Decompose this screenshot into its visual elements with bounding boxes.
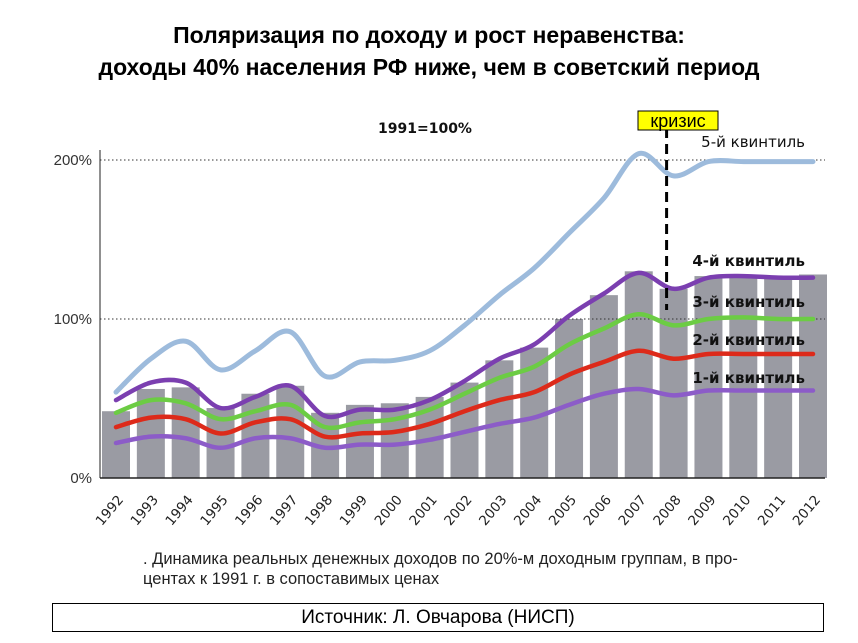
series-label-3: 3-й квинтиль — [692, 293, 805, 311]
x-tick-label: 1998 — [302, 492, 336, 529]
x-tick-label: 2000 — [372, 492, 406, 529]
x-tick-label: 1995 — [197, 492, 231, 529]
bar-1997 — [276, 385, 305, 478]
source-box: Источник: Л. Овчарова (НИСП) — [52, 603, 824, 632]
series-label-1: 1-й квинтиль — [692, 369, 805, 387]
x-tick-label: 1999 — [337, 492, 371, 529]
caption-line1: . Динамика реальных денежных доходов по … — [143, 550, 738, 568]
x-tick-label: 2005 — [546, 492, 580, 529]
crisis-label-box — [637, 110, 719, 131]
series-line-4 — [113, 270, 816, 420]
bar-2008 — [659, 288, 688, 478]
y-tick-label: 0% — [70, 470, 92, 487]
x-tick-label: 1993 — [128, 492, 162, 529]
x-tick-label: 2012 — [790, 492, 824, 529]
chart-subtitle: 1991=100% — [378, 121, 472, 137]
series-line-3 — [113, 311, 816, 431]
bar-2010 — [729, 276, 758, 478]
bar-2007 — [624, 271, 653, 478]
x-tick-label: 2011 — [755, 492, 789, 529]
series-line-2 — [113, 348, 816, 440]
x-tick-label: 2003 — [476, 492, 510, 529]
y-tick-label: 100% — [54, 311, 92, 328]
x-tick-label: 2004 — [511, 492, 545, 529]
caption-line2: центах к 1991 г. в сопоставимых ценах — [143, 570, 440, 588]
y-tick-label: 200% — [54, 152, 92, 169]
x-tick-label: 1994 — [162, 492, 196, 529]
series-line-5 — [113, 150, 816, 395]
chart: 0%100%200%1992 1993 1994 1995 1996 1997 1998 19… — [54, 110, 827, 529]
bar-1999 — [345, 404, 374, 478]
series-line-1 — [113, 386, 816, 451]
x-tick-label: 2009 — [685, 492, 719, 529]
x-tick-label: 1992 — [93, 492, 127, 529]
bar-2012 — [799, 274, 827, 478]
x-tick-label: 2006 — [581, 492, 615, 529]
crisis-label: кризис — [650, 111, 705, 131]
series-label-4: 4-й квинтиль — [692, 252, 805, 270]
bar-2011 — [764, 276, 793, 478]
chart-title-line1: Поляризация по доходу и рост неравенства… — [173, 22, 685, 48]
x-tick-label: 1997 — [267, 492, 301, 529]
series-label-5: 5-й квинтиль — [701, 133, 805, 151]
bar-2000 — [380, 403, 409, 478]
x-tick-label: 2007 — [615, 492, 649, 529]
bar-2009 — [694, 276, 723, 478]
x-tick-label: 2002 — [441, 492, 475, 529]
chart-title-line2: доходы 40% населения РФ ниже, чем в сове… — [98, 54, 760, 80]
x-tick-label: 2010 — [720, 492, 754, 529]
caption: . Динамика реальных денежных доходов по … — [143, 549, 843, 589]
x-tick-label: 2001 — [406, 492, 440, 529]
x-tick-label: 2008 — [650, 492, 684, 529]
x-tick-label: 1996 — [232, 492, 266, 529]
series-label-2: 2-й квинтиль — [692, 331, 805, 349]
